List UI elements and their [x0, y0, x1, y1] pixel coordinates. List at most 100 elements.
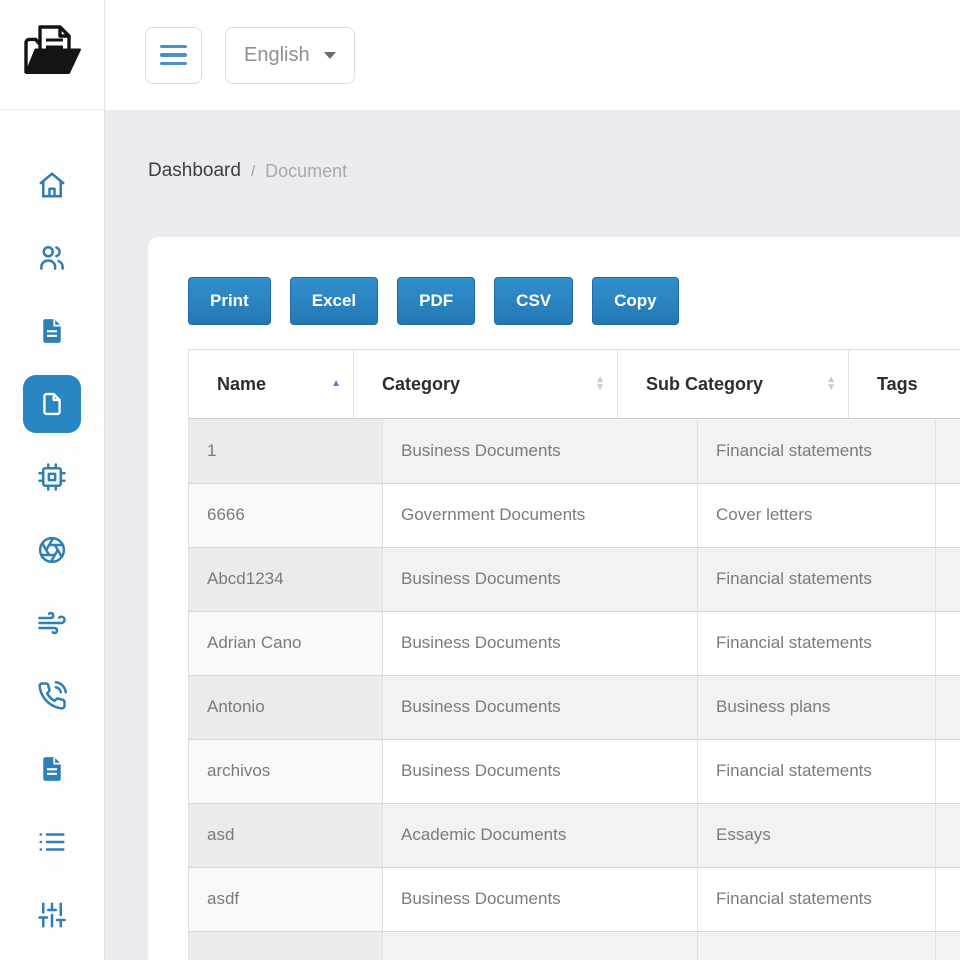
- table-cell: Business plans: [697, 675, 936, 740]
- breadcrumb-current-page: Document: [265, 160, 348, 181]
- sidebar-item-phone[interactable]: [0, 659, 104, 732]
- table-row: asdf Business Documents Financial statemen…: [188, 867, 960, 932]
- table-cell: Financial statements: [697, 547, 936, 612]
- list-icon: [37, 827, 67, 857]
- language-selector[interactable]: English: [225, 26, 355, 84]
- table-cell: [188, 931, 383, 960]
- sidebar-item-aperture[interactable]: [0, 513, 104, 586]
- print-button[interactable]: Print: [188, 277, 271, 325]
- phone-call-icon: [37, 680, 67, 711]
- table-cell: [935, 547, 960, 612]
- sidebar-item-sliders[interactable]: [0, 878, 104, 951]
- table-cell: 1: [188, 419, 383, 484]
- table-cell: [935, 803, 960, 868]
- sidebar-item-users[interactable]: [0, 221, 104, 294]
- wind-icon: [37, 608, 67, 638]
- table-row: 6666 Government Documents Cover letters: [188, 483, 960, 548]
- table-cell: [935, 483, 960, 548]
- open-folder-document-icon: [18, 21, 86, 88]
- file-text-icon: [37, 754, 67, 784]
- table-head-row: Name ▲ Category ▲ ▼ Sub Category ▲ ▼ Tags: [188, 349, 960, 419]
- column-header-name[interactable]: Name ▲: [188, 349, 354, 419]
- breadcrumb: Dashboard / Document: [148, 160, 347, 182]
- sidebar-item-home[interactable]: [0, 148, 104, 221]
- caret-down-icon: [323, 51, 336, 59]
- table-cell: [935, 611, 960, 676]
- file-icon: [38, 390, 66, 418]
- table-row: Abcd1234 Business Documents Financial stat…: [188, 547, 960, 612]
- sort-both-icon: ▲ ▼: [595, 374, 605, 393]
- breadcrumb-dashboard-link[interactable]: Dashboard: [148, 160, 241, 181]
- aperture-icon: [37, 535, 67, 565]
- csv-button[interactable]: CSV: [494, 277, 574, 325]
- excel-button[interactable]: Excel: [289, 277, 379, 325]
- export-toolbar: Print Excel PDF CSV Copy: [188, 277, 960, 325]
- table-cell: Business Documents: [382, 739, 698, 804]
- copy-button[interactable]: Copy: [592, 277, 679, 325]
- table-cell: Cover letters: [697, 483, 936, 548]
- table-row: [188, 931, 960, 960]
- column-header-sub-category[interactable]: Sub Category ▲ ▼: [617, 349, 849, 419]
- table-cell: Antonio: [188, 675, 383, 740]
- table-cell: Financial statements: [697, 611, 936, 676]
- document-list-card: Print Excel PDF CSV Copy Name ▲ Category ▲ ▼…: [148, 237, 960, 960]
- home-icon: [37, 170, 67, 200]
- table-cell: [935, 867, 960, 932]
- sidebar-item-list[interactable]: [0, 805, 104, 878]
- sidebar-nav: [0, 110, 104, 951]
- table-cell: Academic Documents: [382, 803, 698, 868]
- topbar: English: [105, 0, 960, 110]
- sort-ascending-icon: ▲: [331, 378, 341, 389]
- table-row: archivos Business Documents Financial stat…: [188, 739, 960, 804]
- users-icon: [37, 243, 67, 273]
- breadcrumb-separator: /: [250, 162, 256, 180]
- column-header-category[interactable]: Category ▲ ▼: [353, 349, 618, 419]
- active-item-highlight: [23, 374, 81, 433]
- table-cell: Business Documents: [382, 547, 698, 612]
- language-selector-value: English: [244, 43, 310, 66]
- table-cell: [935, 739, 960, 804]
- sliders-icon: [37, 900, 67, 930]
- hamburger-menu-icon: [160, 44, 187, 66]
- table-cell: Business Documents: [382, 867, 698, 932]
- table-row: asd Academic Documents Essays: [188, 803, 960, 868]
- sort-both-icon: ▲ ▼: [826, 374, 836, 393]
- sidebar-item-cpu[interactable]: [0, 440, 104, 513]
- sidebar-toggle-button[interactable]: [145, 26, 202, 84]
- table-row: 1 Business Documents Financial statements: [188, 419, 960, 484]
- table-cell: Abcd1234: [188, 547, 383, 612]
- pdf-button[interactable]: PDF: [397, 277, 476, 325]
- table-row: Antonio Business Documents Business plans: [188, 675, 960, 740]
- table-cell: asd: [188, 803, 383, 868]
- documents-table-body: 1 Business Documents Financial statements 6…: [188, 419, 960, 960]
- table-cell: Financial statements: [697, 419, 936, 484]
- table-cell: [697, 931, 936, 960]
- table-cell: Business Documents: [382, 675, 698, 740]
- documents-table-header: Name ▲ Category ▲ ▼ Sub Category ▲ ▼ Tags: [188, 349, 960, 419]
- table-cell: Financial statements: [697, 739, 936, 804]
- table-cell: Financial statements: [697, 867, 936, 932]
- table-cell: [935, 931, 960, 960]
- table-cell: [382, 931, 698, 960]
- app-logo[interactable]: [0, 0, 104, 110]
- sidebar: [0, 0, 105, 960]
- table-cell: Business Documents: [382, 419, 698, 484]
- cpu-icon: [37, 462, 67, 492]
- table-cell: Essays: [697, 803, 936, 868]
- sidebar-item-file-text[interactable]: [0, 294, 104, 367]
- main-content: Dashboard / Document Print Excel PDF CSV…: [105, 110, 960, 960]
- table-cell: Government Documents: [382, 483, 698, 548]
- column-header-tags[interactable]: Tags: [848, 349, 960, 419]
- table-cell: [935, 675, 960, 740]
- table-cell: [935, 419, 960, 484]
- sidebar-item-wind[interactable]: [0, 586, 104, 659]
- table-cell: archivos: [188, 739, 383, 804]
- sidebar-item-file-text-2[interactable]: [0, 732, 104, 805]
- table-body: 1 Business Documents Financial statements 6…: [188, 419, 960, 960]
- table-row: Adrian Cano Business Documents Financial s…: [188, 611, 960, 676]
- table-cell: asdf: [188, 867, 383, 932]
- table-cell: Business Documents: [382, 611, 698, 676]
- file-text-icon: [37, 316, 67, 346]
- table-cell: Adrian Cano: [188, 611, 383, 676]
- sidebar-item-file[interactable]: [0, 367, 104, 440]
